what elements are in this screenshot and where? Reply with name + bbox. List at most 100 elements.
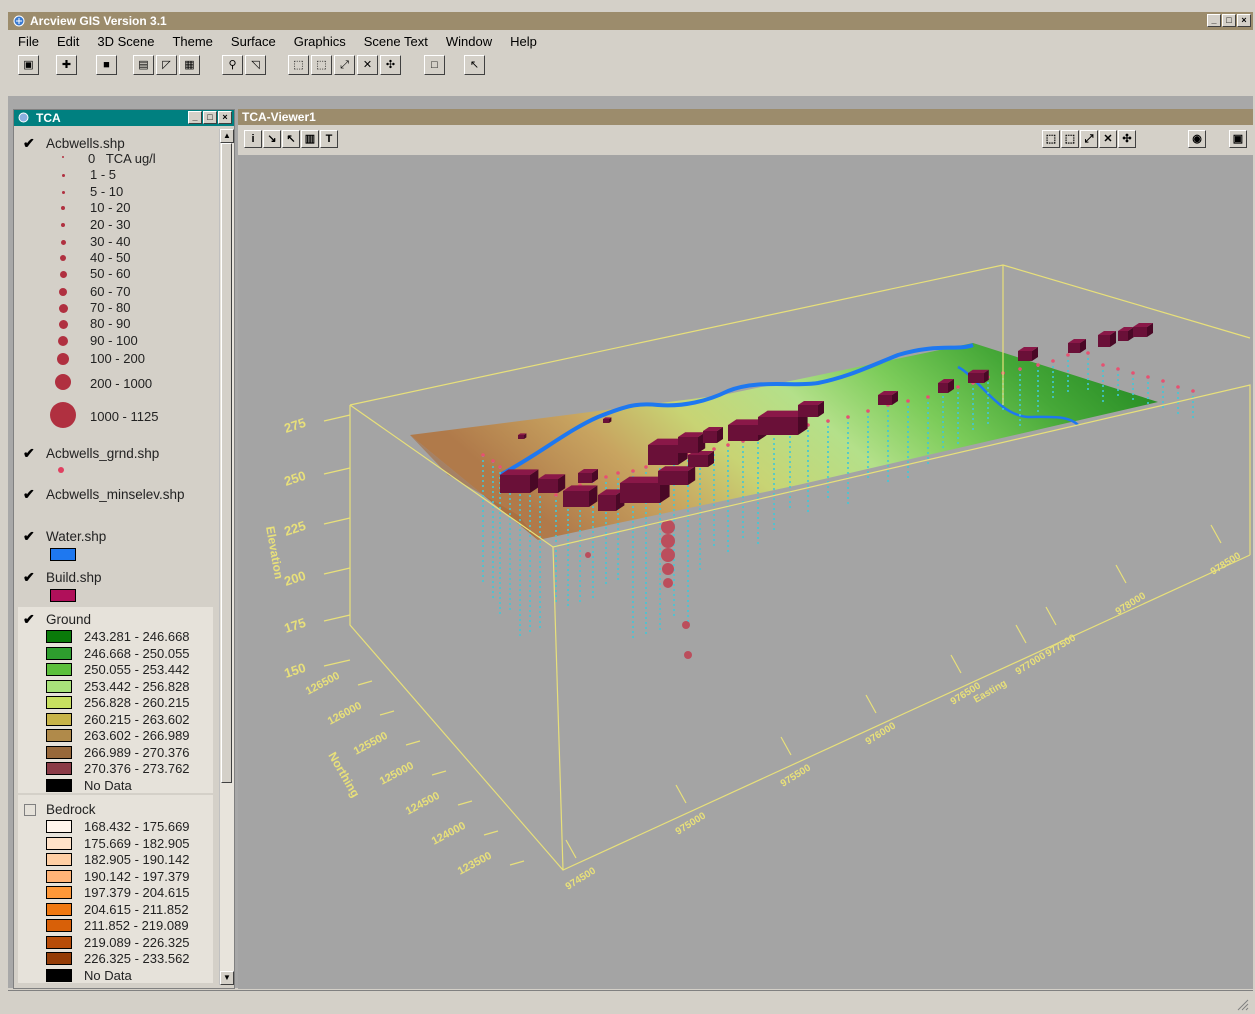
menu-window[interactable]: Window [445,34,493,49]
scroll-down-arrow-icon[interactable]: ▼ [220,971,234,985]
add-theme-icon[interactable]: ✚ [56,55,77,75]
zoom-to-selected-icon[interactable]: ⤢ [334,55,355,75]
checkmark-icon[interactable]: ✔ [23,135,35,151]
unchecked-checkbox-icon[interactable] [24,804,36,816]
zoom-in-icon[interactable]: ✕ [1099,130,1117,148]
menu-surface[interactable]: Surface [230,34,276,49]
resize-grip-icon[interactable] [1237,999,1249,1011]
menu-edit[interactable]: Edit [56,34,80,49]
scene-properties-icon[interactable]: ◉ [1188,130,1206,148]
easting-tick-label: 975500 [779,762,813,789]
checkmark-icon[interactable]: ✔ [23,445,35,461]
maximize-icon[interactable]: □ [203,111,217,124]
open-table-icon[interactable]: ▦ [179,55,200,75]
well-head-point [1116,367,1120,371]
clear-selection-icon[interactable]: □ [424,55,445,75]
well-head-point [1086,351,1090,355]
menu-graphics[interactable]: Graphics [293,34,346,49]
checkmark-icon[interactable]: ✔ [23,486,35,502]
theme-acbwells[interactable]: ✔ Acbwells.shp [18,135,218,435]
color-swatch [46,630,72,643]
menu-3d-scene[interactable]: 3D Scene [97,34,155,49]
axis-tick [950,654,962,674]
theme-acbwells-grnd[interactable]: ✔ Acbwells_grnd.shp [18,445,218,475]
edit-legend-icon[interactable]: ▤ [133,55,154,75]
scroll-up-arrow-icon[interactable]: ▲ [220,129,234,143]
theme-water[interactable]: ✔ Water.shp [18,528,218,564]
building [938,379,954,393]
theme-build[interactable]: ✔ Build.shp [18,569,218,605]
scroll-thumb[interactable] [221,143,232,783]
arcview-app-icon [13,15,25,27]
theme-bedrock[interactable]: Bedrock [18,801,218,821]
legend-class-label: 260.215 - 263.602 [84,711,190,727]
menu-theme[interactable]: Theme [172,34,213,49]
axis-tick [865,694,877,714]
select-tool-icon[interactable]: ↖ [282,130,300,148]
menu-scene-text[interactable]: Scene Text [363,34,428,49]
zoom-full-icon[interactable]: ⬚ [1042,130,1060,148]
theme-name: Bedrock [46,802,96,817]
tca-concentration-sample [663,578,673,588]
building [798,401,824,417]
color-swatch [46,952,72,965]
save-project-icon[interactable]: ▣ [18,55,39,75]
save-image-icon[interactable]: ▣ [1229,130,1247,148]
color-swatch [46,836,72,850]
theme-ground[interactable]: ✔ Ground [18,611,218,631]
zoom-out-icon[interactable]: ✣ [1118,130,1136,148]
point-symbol [50,402,76,428]
rotate-icon[interactable]: ⤢ [1080,130,1098,148]
maximize-icon[interactable]: □ [1222,14,1236,27]
legend-scrollbar[interactable]: ▲ ▼ [219,129,234,985]
color-swatch [46,820,72,833]
find-icon[interactable]: ⚲ [222,55,243,75]
well-head-point [1066,353,1070,357]
point-symbol [60,255,66,261]
theme-acbwells-minselev[interactable]: ✔ Acbwells_minselev.shp [18,486,218,506]
3d-scene-canvas[interactable]: 275250225200175150Elevation1235001240001… [238,155,1253,989]
point-symbol [59,288,67,296]
water-river [499,343,974,477]
query-builder-icon[interactable]: ◹ [245,55,266,75]
legend-class-label: 226.325 - 233.562 [84,951,190,966]
menu-file[interactable]: File [18,34,39,49]
text-tool-icon[interactable]: T [320,130,338,148]
axis-tick [457,800,473,806]
minimize-icon[interactable]: _ [188,111,202,124]
well-head-point [1036,363,1040,367]
table-icon[interactable]: ◸ [156,55,177,75]
close-icon[interactable]: × [218,111,232,124]
checkmark-icon[interactable]: ✔ [23,528,35,544]
legend-window-title-bar: TCA _ □ × [14,110,234,126]
bounding-box-front [349,265,1251,871]
menu-help[interactable]: Help [510,34,537,49]
axis-tick [323,414,351,422]
ground-surface [410,343,1158,540]
axis-tick [565,839,577,859]
checkmark-icon[interactable]: ✔ [23,569,35,585]
well-head-point [1051,359,1055,363]
elevation-tick-label: 150 [282,660,307,681]
zoom-full-extent-icon[interactable]: ⬚ [288,55,309,75]
northing-tick-label: 123500 [456,850,494,878]
zoom-to-themes-icon[interactable]: ⬚ [311,55,332,75]
legend-class-label: 266.989 - 270.376 [84,744,190,760]
theme-properties-icon[interactable]: ■ [96,55,117,75]
tca-concentration-sample [661,548,675,562]
well-head-point [1191,389,1195,393]
help-pointer-icon[interactable]: ↖ [464,55,485,75]
close-icon[interactable]: × [1237,14,1251,27]
identify-tool-icon[interactable]: i [244,130,262,148]
legend-window: TCA _ □ × ✔ Acbwells.shp 0 TCA ug/l 1 - 5… [13,109,235,989]
color-swatch [46,663,72,676]
building [658,466,696,485]
checkmark-icon[interactable]: ✔ [23,611,35,627]
well-head-point [866,409,870,413]
zoom-in-icon[interactable]: ✕ [357,55,378,75]
zoom-out-icon[interactable]: ✣ [380,55,401,75]
navigate-tool-icon[interactable]: ↘ [263,130,281,148]
minimize-icon[interactable]: _ [1207,14,1221,27]
zoom-themes-icon[interactable]: ⬚ [1061,130,1079,148]
chart-tool-icon[interactable]: ▥ [301,130,319,148]
